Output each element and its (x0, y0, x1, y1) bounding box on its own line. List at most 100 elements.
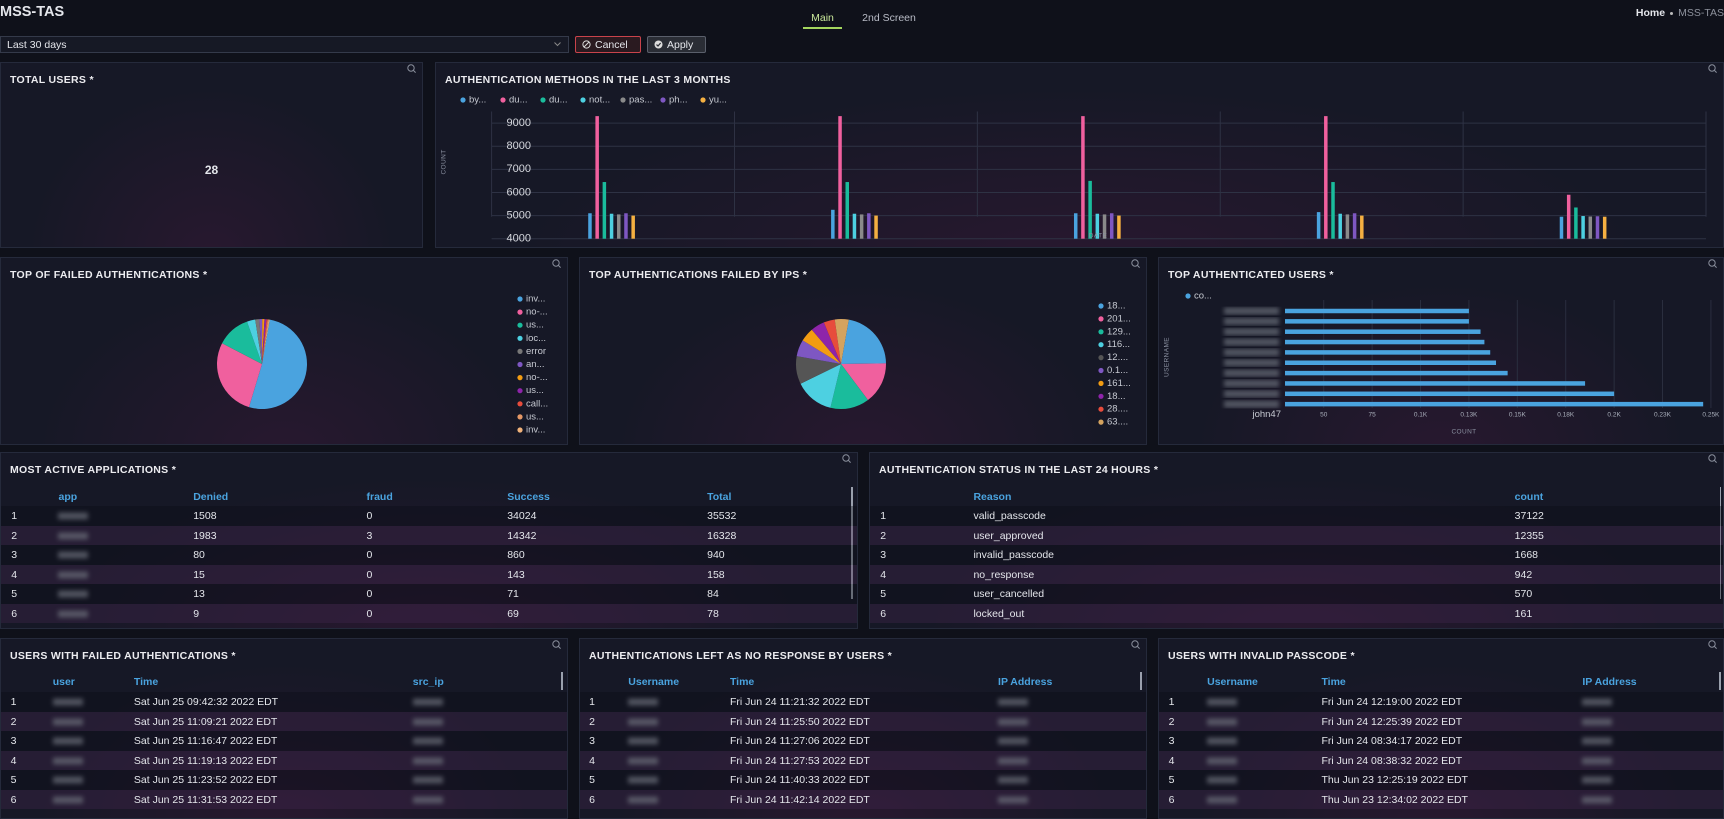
column-header: src_ip (412, 676, 444, 688)
table-cell: 15 (193, 568, 205, 581)
panel-title: TOTAL USERS * (10, 74, 94, 86)
panel-title: TOP AUTHENTICATED USERS * (1168, 269, 1334, 281)
table-cell: Sat Jun 25 11:09:21 2022 EDT (133, 715, 278, 728)
table-cell: 1 (1168, 696, 1175, 708)
table-cell: Fri Jun 24 12:25:39 2022 EDT (1321, 715, 1463, 728)
cancel-icon (582, 40, 591, 49)
row-stripe (1, 545, 857, 565)
blurred-cell (58, 512, 89, 520)
range-dropdown[interactable]: Last 30 days (0, 36, 569, 53)
row-stripe (580, 789, 1146, 810)
table-cell: 3 (366, 529, 373, 542)
table-cell: Sat Jun 25 11:23:52 2022 EDT (133, 774, 278, 786)
table-cell: 1 (880, 510, 887, 522)
crumb-home[interactable]: Home (1635, 7, 1666, 19)
panel: AUTHENTICATION STATUS IN THE LAST 24 HOU… (869, 452, 1724, 629)
blurred-cell (1207, 757, 1238, 764)
panel-title: AUTHENTICATION STATUS IN THE LAST 24 HOU… (879, 464, 1159, 476)
blurred-cell (58, 551, 89, 559)
panel: TOTAL USERS * 28 (0, 62, 423, 248)
blurred-cell (998, 698, 1029, 706)
table-cell: 34024 (507, 510, 537, 522)
column-header: IP Address (998, 676, 1053, 688)
table-cell: 4 (10, 754, 17, 767)
row-stripe (1, 603, 857, 624)
blurred-cell (1207, 737, 1238, 745)
table-cell: Sat Jun 25 11:16:47 2022 EDT (133, 735, 278, 747)
panel: AUTHENTICATIONS LEFT AS NO RESPONSE BY U… (579, 638, 1147, 819)
table-cell: 2 (880, 529, 887, 542)
row-stripe (1, 731, 567, 751)
row-stripe (1159, 770, 1723, 790)
panel: TOP OF FAILED AUTHENTICATIONS * (0, 257, 568, 445)
table-cell: 143 (507, 568, 525, 581)
table-cell: no_response (973, 568, 1035, 581)
tab-2nd-screen[interactable]: 2nd Screen (862, 12, 916, 24)
table-cell: user_cancelled (973, 588, 1045, 600)
blurred-cell (1207, 718, 1238, 725)
blurred-cell (1207, 776, 1238, 784)
table-cell: 6 (589, 793, 595, 806)
blurred-cell (52, 698, 83, 706)
table-cell: 0 (366, 510, 373, 522)
blurred-cell (52, 718, 83, 725)
table-cell: Sat Jun 25 11:19:13 2022 EDT (133, 754, 278, 767)
blurred-cell (1582, 776, 1613, 784)
column-header: fraud (366, 491, 393, 503)
column-header: Time (1321, 676, 1346, 688)
row-stripe (1, 525, 857, 546)
table-cell: 0 (366, 607, 373, 620)
column-header: Total (707, 491, 732, 503)
tab-main[interactable]: Main (811, 12, 834, 24)
table-cell: 71 (507, 588, 519, 600)
table-cell: 2 (1168, 715, 1175, 728)
table-cell: 4 (589, 754, 595, 767)
table-cell: 4 (1168, 754, 1175, 767)
table-cell: 1668 (1514, 549, 1539, 561)
table-cell: 5 (11, 588, 18, 600)
table-cell: Fri Jun 24 11:42:14 2022 EDT (729, 793, 870, 806)
scrollbar (561, 672, 563, 690)
row-stripe (1, 711, 567, 732)
apply-button[interactable]: Apply (647, 36, 706, 53)
table-cell: Thu Jun 23 12:34:02 2022 EDT (1321, 793, 1468, 806)
scrollbar (1719, 487, 1722, 599)
apply-label: Apply (667, 38, 694, 51)
table-cell: 35532 (707, 510, 737, 522)
table-cell: Fri Jun 24 11:40:33 2022 EDT (729, 774, 870, 786)
blurred-cell (998, 737, 1029, 745)
panel: TOP AUTHENTICATIONS FAILED BY IPS * (579, 257, 1147, 445)
row-stripe (870, 545, 1723, 565)
table-cell: 1 (10, 696, 17, 708)
table-cell: Fri Jun 24 12:19:00 2022 EDT (1321, 696, 1463, 708)
column-header: Time (729, 676, 755, 688)
blurred-cell (1582, 698, 1613, 706)
cancel-button[interactable]: Cancel (575, 36, 641, 53)
table-cell: 0 (366, 568, 373, 581)
row-stripe (870, 564, 1723, 585)
table-cell: 2 (10, 715, 17, 728)
blurred-cell (58, 532, 89, 539)
row-stripe (870, 603, 1723, 624)
table-cell: Fri Jun 24 08:34:17 2022 EDT (1321, 735, 1463, 747)
table-cell: 6 (10, 793, 17, 806)
row-stripe (580, 711, 1146, 732)
scrollbar (1719, 672, 1721, 690)
table-cell: 942 (1514, 568, 1533, 581)
table-cell: 14342 (507, 529, 537, 542)
row-stripe (1, 770, 567, 790)
row-stripe (580, 692, 1146, 712)
table-cell: 84 (707, 588, 719, 600)
table-cell: Fri Jun 24 08:38:32 2022 EDT (1321, 754, 1463, 767)
blurred-cell (1582, 718, 1613, 725)
apply-icon (654, 40, 663, 49)
table-cell: 5 (10, 774, 17, 786)
table-cell: 570 (1514, 588, 1533, 600)
panel: TOP AUTHENTICATED USERS * (1158, 257, 1724, 445)
column-header: Username (628, 676, 680, 688)
panel-title: USERS WITH FAILED AUTHENTICATIONS * (10, 650, 236, 662)
column-header: Time (133, 676, 159, 688)
row-stripe (1, 750, 567, 771)
blurred-cell (58, 610, 89, 617)
table-cell: user_approved (973, 529, 1044, 542)
